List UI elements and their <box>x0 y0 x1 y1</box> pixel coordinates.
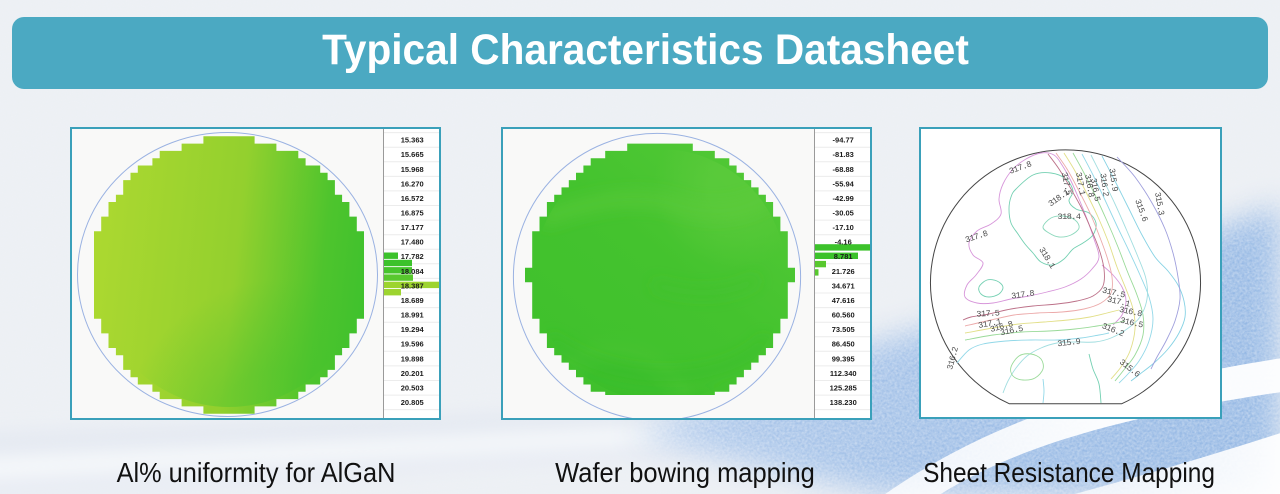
svg-text:315.3: 315.3 <box>1152 191 1166 216</box>
svg-text:318.4: 318.4 <box>1057 212 1080 222</box>
svg-text:19.294: 19.294 <box>401 325 425 334</box>
svg-text:317.5: 317.5 <box>976 308 1000 319</box>
svg-text:16.572: 16.572 <box>401 194 424 203</box>
svg-text:20.805: 20.805 <box>401 398 424 407</box>
svg-text:18.084: 18.084 <box>401 267 425 276</box>
svg-text:19.898: 19.898 <box>401 354 424 363</box>
svg-text:19.596: 19.596 <box>401 340 424 349</box>
svg-text:-42.99: -42.99 <box>833 194 854 203</box>
svg-text:17.480: 17.480 <box>401 238 424 247</box>
svg-text:18.387: 18.387 <box>401 281 424 290</box>
svg-text:17.782: 17.782 <box>401 252 424 261</box>
svg-text:125.285: 125.285 <box>830 384 857 393</box>
svg-text:20.201: 20.201 <box>401 369 424 378</box>
svg-text:99.395: 99.395 <box>832 354 855 363</box>
svg-text:316.2: 316.2 <box>1097 173 1110 198</box>
svg-text:317.8: 317.8 <box>1011 288 1036 301</box>
svg-text:15.363: 15.363 <box>401 136 424 145</box>
svg-text:317.5: 317.5 <box>1059 171 1074 196</box>
svg-text:-68.88: -68.88 <box>833 165 854 174</box>
svg-text:16.875: 16.875 <box>401 209 424 218</box>
svg-text:-30.05: -30.05 <box>833 209 854 218</box>
svg-text:316.5: 316.5 <box>999 324 1024 339</box>
svg-text:-81.83: -81.83 <box>833 150 854 159</box>
svg-text:16.270: 16.270 <box>401 179 424 188</box>
svg-text:138.230: 138.230 <box>830 398 857 407</box>
svg-text:317.1: 317.1 <box>1073 171 1087 196</box>
svg-text:315.9: 315.9 <box>1106 168 1119 193</box>
svg-text:316.5: 316.5 <box>1088 177 1102 202</box>
svg-text:86.450: 86.450 <box>832 340 855 349</box>
svg-text:8.781: 8.781 <box>834 252 853 261</box>
svg-text:-4.16: -4.16 <box>835 238 852 247</box>
svg-text:20.503: 20.503 <box>401 384 424 393</box>
svg-text:317.1: 317.1 <box>977 317 1002 331</box>
svg-text:-55.94: -55.94 <box>833 179 855 188</box>
svg-text:18.689: 18.689 <box>401 296 424 305</box>
svg-text:316.8: 316.8 <box>1082 173 1096 198</box>
svg-text:18.991: 18.991 <box>401 311 424 320</box>
svg-text:316.8: 316.8 <box>1118 305 1143 320</box>
svg-text:17.177: 17.177 <box>401 223 424 232</box>
svg-text:21.726: 21.726 <box>832 267 855 276</box>
svg-text:315.9: 315.9 <box>1057 337 1081 349</box>
svg-text:15.968: 15.968 <box>401 165 424 174</box>
svg-text:-94.77: -94.77 <box>833 136 854 145</box>
svg-text:-17.10: -17.10 <box>833 223 854 232</box>
svg-text:60.560: 60.560 <box>832 311 855 320</box>
svg-text:34.671: 34.671 <box>832 281 855 290</box>
svg-text:73.505: 73.505 <box>832 325 855 334</box>
svg-text:15.665: 15.665 <box>401 150 424 159</box>
svg-text:112.340: 112.340 <box>830 369 857 378</box>
svg-text:47.616: 47.616 <box>832 296 855 305</box>
